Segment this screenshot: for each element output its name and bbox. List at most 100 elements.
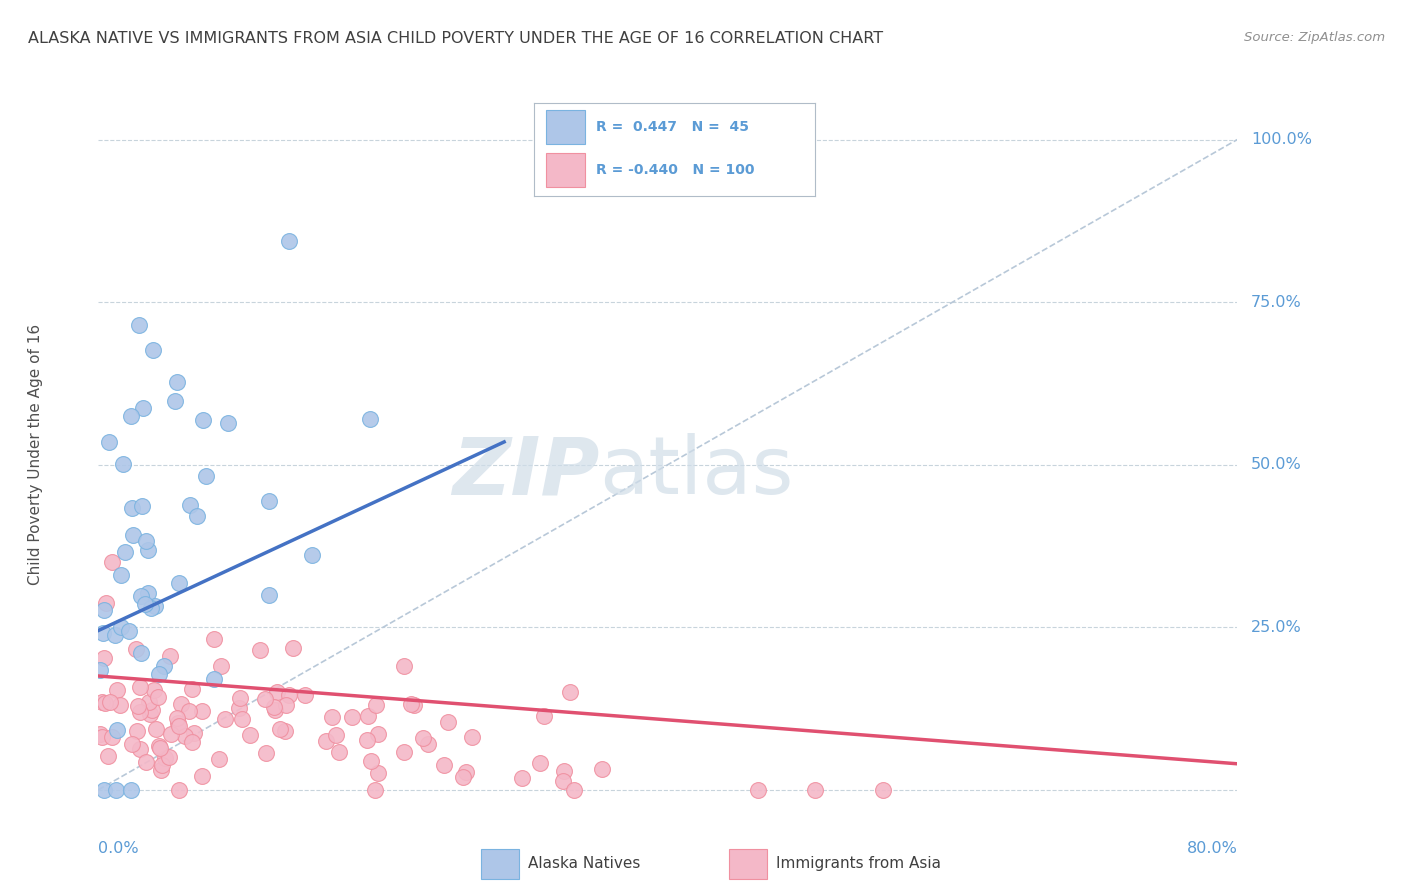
Text: 80.0%: 80.0% [1187,841,1237,856]
Point [163,393,186,408]
Point [208,752,231,766]
Point [360,754,382,768]
Point [100,695,122,709]
Text: 100.0%: 100.0% [1251,132,1312,147]
Point [179,498,201,512]
Point [278,234,301,248]
Bar [728,849,768,879]
Point [558,684,581,698]
Point [228,700,250,714]
Point [150,758,173,772]
Point [145,722,167,736]
Point [239,728,262,742]
Point [108,698,131,713]
Point [209,659,232,673]
Point [356,732,378,747]
Point [274,698,297,713]
Point [167,719,190,733]
Point [392,659,415,673]
Point [131,646,153,660]
Point [416,737,439,751]
Text: R =  0.447   N =  45: R = 0.447 N = 45 [596,120,749,134]
Point [159,727,181,741]
Point [591,762,613,776]
Point [148,667,170,681]
Point [129,589,152,603]
Point [436,714,458,729]
Point [96,596,118,610]
Point [181,682,204,697]
Point [294,688,316,702]
Point [127,698,149,713]
Point [177,704,200,718]
Point [167,782,190,797]
Point [159,649,181,664]
Bar [546,110,585,144]
Point [202,632,225,646]
Point [159,750,181,764]
Point [278,688,301,702]
Point [152,658,174,673]
Point [105,723,128,738]
Point [118,624,141,638]
Point [128,318,150,332]
Point [114,545,136,559]
Bar [481,849,519,879]
Text: Source: ZipAtlas.com: Source: ZipAtlas.com [1244,31,1385,45]
Text: R = -0.440   N = 100: R = -0.440 N = 100 [596,163,755,177]
Point [121,737,143,751]
Point [143,683,166,698]
Point [510,772,533,786]
Point [364,782,387,797]
Point [124,641,146,656]
Point [135,755,157,769]
Point [562,782,585,797]
Point [553,764,575,779]
Point [367,766,389,780]
Point [128,705,150,719]
Point [120,409,142,424]
Point [461,730,484,744]
Point [110,568,132,582]
Point [454,764,477,779]
Text: 0.0%: 0.0% [98,841,139,856]
Point [183,726,205,740]
Point [357,709,380,723]
Point [104,628,127,642]
Text: Immigrants from Asia: Immigrants from Asia [776,855,941,871]
Text: 25.0%: 25.0% [1251,620,1302,635]
Point [125,723,148,738]
Point [134,597,156,611]
Text: atlas: atlas [599,434,794,511]
Point [321,710,343,724]
Point [259,493,281,508]
Point [191,413,214,427]
Text: ALASKA NATIVE VS IMMIGRANTS FROM ASIA CHILD POVERTY UNDER THE AGE OF 16 CORRELAT: ALASKA NATIVE VS IMMIGRANTS FROM ASIA CH… [28,31,883,46]
Point [451,770,474,784]
Point [169,697,191,711]
Point [169,575,191,590]
Point [315,733,337,747]
Text: 75.0%: 75.0% [1251,294,1302,310]
Point [364,698,387,712]
Point [872,782,894,797]
Point [101,730,124,744]
Text: 50.0%: 50.0% [1251,458,1302,472]
Point [214,712,236,726]
Point [367,727,389,741]
Point [340,710,363,724]
Point [143,599,166,613]
Point [141,600,163,615]
Point [412,731,434,746]
Point [146,690,169,704]
Point [120,782,142,797]
Point [121,501,143,516]
Point [257,588,280,602]
Point [93,782,115,797]
Point [93,603,115,617]
Point [91,695,114,709]
Point [138,695,160,709]
Point [136,543,159,558]
Point [202,672,225,686]
Point [529,756,551,770]
